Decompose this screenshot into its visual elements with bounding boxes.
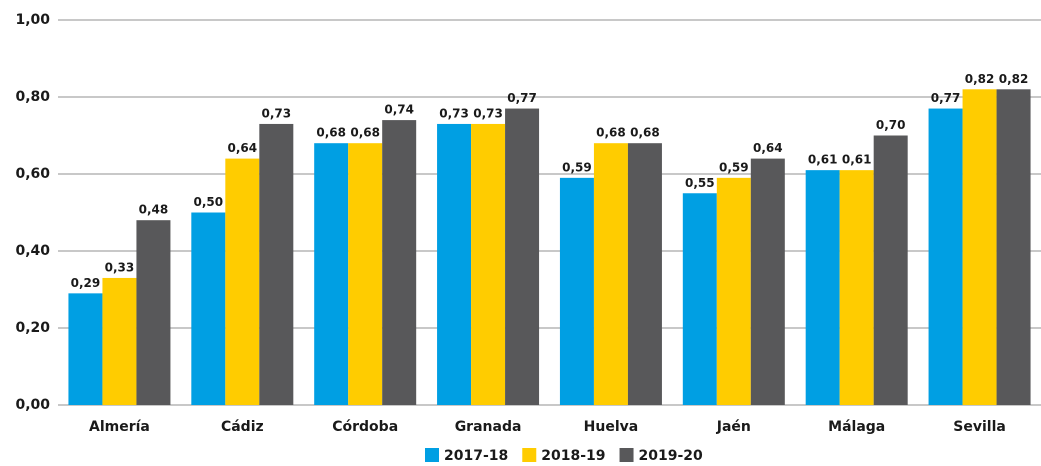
data-label: 0,64 — [753, 141, 783, 155]
legend-label: 2017-18 — [444, 448, 508, 464]
x-tick-label: Málaga — [828, 419, 885, 435]
data-label: 0,61 — [808, 153, 838, 167]
legend-swatch — [522, 448, 537, 462]
legend-label: 2019-20 — [639, 448, 704, 464]
bar — [136, 220, 171, 405]
x-tick-label: Huelva — [584, 419, 639, 435]
x-tick-label: Jaén — [716, 419, 751, 435]
data-label: 0,73 — [473, 106, 503, 120]
data-label: 0,68 — [316, 126, 346, 140]
data-label: 0,48 — [139, 203, 169, 217]
bar — [593, 143, 628, 405]
data-label: 0,73 — [262, 106, 292, 120]
data-label: 0,74 — [384, 103, 414, 117]
legend-label: 2018-19 — [541, 448, 605, 464]
data-label: 0,55 — [685, 176, 715, 190]
bar — [839, 170, 874, 405]
y-tick-label: 0,40 — [15, 243, 50, 259]
data-label: 0,68 — [596, 126, 626, 140]
data-label: 0,50 — [194, 195, 224, 209]
y-tick-label: 0,80 — [15, 89, 50, 105]
x-tick-label: Córdoba — [332, 419, 398, 435]
data-label: 0,59 — [562, 160, 592, 174]
bar — [505, 108, 540, 406]
bar — [996, 89, 1031, 406]
data-label: 0,82 — [965, 72, 995, 86]
bar — [348, 143, 383, 405]
data-label: 0,29 — [71, 276, 101, 290]
bar — [962, 89, 997, 406]
data-label: 0,68 — [630, 126, 660, 140]
bar — [102, 277, 137, 405]
bar — [805, 170, 840, 405]
bar — [191, 212, 226, 405]
x-tick-label: Sevilla — [953, 419, 1006, 435]
data-label: 0,82 — [999, 72, 1029, 86]
x-tick-label: Cádiz — [221, 419, 264, 435]
bar — [437, 123, 472, 405]
data-label: 0,64 — [228, 141, 258, 155]
bar — [314, 143, 349, 405]
x-tick-label: Granada — [455, 419, 522, 435]
data-label: 0,59 — [719, 160, 749, 174]
x-tick-label: Almería — [89, 419, 150, 435]
data-label: 0,77 — [507, 91, 537, 105]
bar — [382, 120, 417, 405]
data-label: 0,77 — [931, 91, 961, 105]
bar — [559, 177, 594, 405]
data-label: 0,70 — [876, 118, 906, 132]
y-tick-label: 0,20 — [15, 320, 50, 336]
y-tick-label: 0,60 — [15, 166, 50, 182]
y-tick-label: 0,00 — [15, 397, 50, 413]
bar — [750, 158, 785, 405]
bar — [259, 123, 294, 405]
bar — [873, 135, 908, 405]
bar — [928, 108, 963, 406]
bar — [627, 143, 662, 405]
legend-swatch — [619, 448, 634, 462]
data-label: 0,61 — [842, 153, 872, 167]
data-label: 0,33 — [105, 260, 135, 274]
data-label: 0,68 — [350, 126, 380, 140]
bar — [716, 177, 751, 405]
bar — [225, 158, 260, 405]
bar — [471, 123, 506, 405]
legend-swatch — [425, 448, 439, 462]
bar — [68, 293, 103, 405]
bar — [682, 193, 717, 405]
y-tick-label: 1,00 — [15, 12, 50, 28]
data-label: 0,73 — [439, 106, 469, 120]
